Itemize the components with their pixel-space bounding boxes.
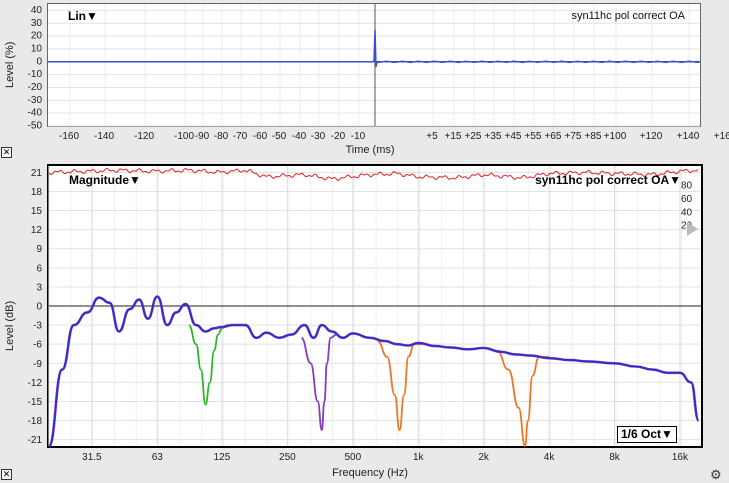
x-tick-label: 125: [214, 452, 231, 463]
x-tick-label: -100: [174, 131, 194, 142]
x-tick-label: +35: [485, 131, 502, 142]
impulse-plot-area[interactable]: Lin▼ syn11hc pol correct OA: [47, 3, 727, 127]
x-tick-label: 1k: [413, 452, 425, 463]
x-tick-label: +160: [714, 131, 729, 142]
y-tick-label: 30: [31, 18, 43, 29]
notch-trace-2: [300, 333, 337, 431]
y-tick-label: 40: [31, 5, 43, 16]
x-tick-label: +55: [525, 131, 542, 142]
y-tick-label: 18: [31, 187, 43, 198]
right-tick-label: 60: [681, 194, 693, 205]
y-tick-label: -3: [33, 321, 42, 332]
x-tick-label: -60: [253, 131, 268, 142]
right-tick-label: 80: [681, 181, 693, 192]
x-tick-label: 4k: [544, 452, 556, 463]
y-tick-label: 0: [36, 56, 42, 67]
impulse-panel: Level (%) Lin▼ syn11hc pol correct OA 40…: [0, 0, 729, 160]
trace-selector[interactable]: syn11hc pol correct OA▼: [535, 173, 681, 187]
y-tick-label: -50: [28, 121, 43, 132]
y-tick-label: -10: [28, 69, 43, 80]
y-tick-label: -6: [33, 340, 42, 351]
x-tick-label: 31.5: [82, 452, 102, 463]
close-icon[interactable]: ✕: [1, 147, 12, 158]
frequency-plot-area[interactable]: Magnitude▼ syn11hc pol correct OA▼ 1/6 O…: [47, 164, 703, 448]
red-trace: [48, 167, 699, 181]
x-tick-label: -120: [134, 131, 154, 142]
x-axis-label: Frequency (Hz): [332, 467, 408, 479]
view-selector[interactable]: Magnitude▼: [69, 173, 141, 187]
right-tick-label: 40: [681, 207, 693, 218]
y-tick-label: 6: [36, 263, 42, 274]
response-trace: [48, 295, 700, 447]
x-tick-label: -10: [351, 131, 366, 142]
x-tick-label: 500: [344, 452, 361, 463]
y-tick-label: -30: [28, 95, 43, 106]
x-tick-label: -30: [311, 131, 326, 142]
x-tick-label: +45: [505, 131, 522, 142]
y-tick-label: -9: [33, 359, 42, 370]
impulse-chart: [48, 4, 727, 127]
smoothing-button[interactable]: 1/6 Oct▼: [617, 426, 677, 443]
x-tick-label: -40: [292, 131, 307, 142]
right-tick-label: 20: [681, 221, 693, 232]
y-tick-label: -21: [28, 435, 43, 446]
x-tick-label: 63: [152, 452, 164, 463]
y-tick-label: -12: [28, 378, 43, 389]
x-tick-label: -90: [195, 131, 210, 142]
y-tick-label: 20: [31, 31, 43, 42]
scroll-handle-icon[interactable]: [687, 222, 698, 236]
x-tick-label: +5: [426, 131, 438, 142]
x-tick-label: 16k: [672, 452, 689, 463]
x-tick-label: +140: [677, 131, 700, 142]
x-tick-label: +120: [640, 131, 663, 142]
trace-name: syn11hc pol correct OA: [571, 10, 685, 22]
x-tick-label: +75: [565, 131, 582, 142]
view-selector[interactable]: Lin▼: [68, 9, 98, 23]
x-tick-label: -70: [233, 131, 248, 142]
x-tick-label: +15: [445, 131, 462, 142]
y-tick-label: -20: [28, 82, 43, 93]
y-tick-label: -18: [28, 416, 43, 427]
x-tick-label: 250: [279, 452, 296, 463]
x-tick-label: -80: [214, 131, 229, 142]
x-tick-label: -50: [272, 131, 287, 142]
x-tick-label: -20: [331, 131, 346, 142]
x-tick-label: -160: [59, 131, 79, 142]
y-tick-label: -15: [28, 397, 43, 408]
frequency-panel: Level (dB) Magnitude▼ syn11hc pol correc…: [0, 161, 729, 483]
y-tick-label: 21: [31, 168, 43, 179]
x-tick-label: +100: [604, 131, 627, 142]
y-tick-label: 15: [31, 206, 43, 217]
y-tick-label: 10: [31, 43, 43, 54]
frequency-chart: [47, 166, 701, 448]
impulse-tail: [377, 60, 700, 64]
y-tick-label: 9: [36, 244, 42, 255]
frequency-axes: 31.5 63 125 250 500 1k 2k 4k 8k 16k211815129630-3…: [28, 168, 693, 463]
y-tick-label: 0: [36, 302, 42, 313]
x-tick-label: +25: [465, 131, 482, 142]
y-tick-label: 3: [36, 282, 42, 293]
gear-icon[interactable]: ⚙: [710, 467, 722, 482]
x-tick-label: 2k: [478, 452, 490, 463]
close-icon[interactable]: ✕: [1, 469, 12, 480]
x-axis-label: Time (ms): [345, 144, 395, 156]
x-tick-label: 8k: [609, 452, 621, 463]
x-tick-label: -140: [94, 131, 114, 142]
y-tick-label: 12: [31, 225, 43, 236]
x-tick-label: +85: [585, 131, 602, 142]
x-tick-label: +65: [545, 131, 562, 142]
y-tick-label: -40: [28, 108, 43, 119]
